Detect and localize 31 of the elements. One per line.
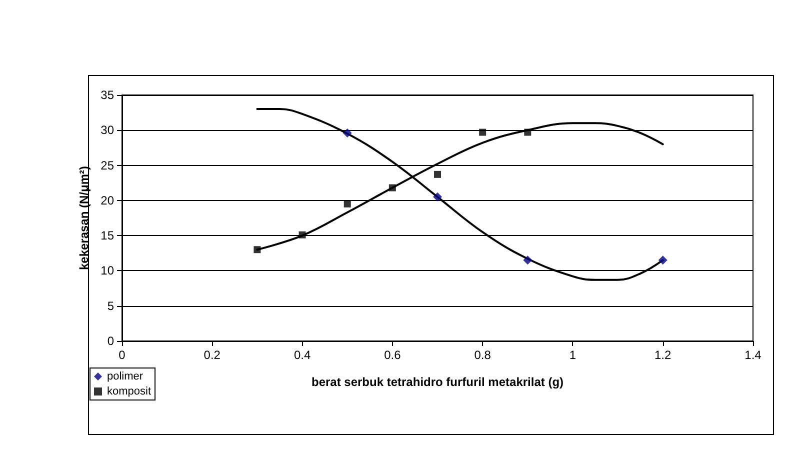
x-axis-title: berat serbuk tetrahidro furfuril metakrilat (g) [311, 375, 564, 389]
point [479, 128, 486, 136]
legend-label: polimer [107, 370, 144, 382]
x-tick-label: 1.2 [654, 348, 672, 362]
x-tick-label: 1 [569, 348, 576, 362]
y-tick-label: 25 [100, 158, 114, 172]
y-tick-label: 20 [100, 193, 114, 208]
x-tick-label: 1.4 [744, 348, 762, 362]
point [658, 256, 668, 265]
y-axis-title: kekerasan (N/μm²) [76, 166, 91, 270]
y-tick-label: 35 [100, 88, 114, 102]
y-tick-label: 30 [100, 123, 114, 138]
x-tick-label: 0.6 [384, 348, 402, 362]
point [523, 256, 532, 265]
point [433, 192, 442, 202]
x-tick-label: 0.8 [474, 348, 492, 362]
point [298, 231, 306, 238]
y-tick-label: 0 [107, 334, 114, 348]
x-tick-label: 0 [118, 348, 126, 362]
legend-label: komposit [107, 386, 152, 398]
y-tick-label: 10 [100, 264, 114, 278]
point [388, 184, 396, 192]
y-tick-label: 5 [107, 298, 114, 313]
x-tick-label: 0.2 [204, 348, 221, 362]
point [342, 128, 352, 138]
point [524, 128, 532, 136]
point [434, 170, 441, 178]
point [254, 246, 261, 254]
x-tick-label: 0.4 [294, 348, 311, 362]
point [344, 200, 351, 208]
y-tick-label: 15 [100, 228, 114, 243]
